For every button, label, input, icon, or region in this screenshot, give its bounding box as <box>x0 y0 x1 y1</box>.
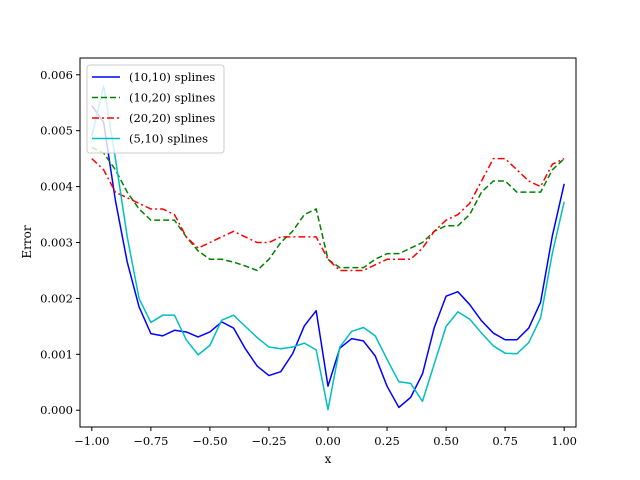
series-line-2 <box>91 146 565 272</box>
x-axis-ticks: −1.00 −0.75 −0.50 −0.25 0.00 0.25 0.50 0.75 1.00 <box>74 427 577 448</box>
y-tick-label: 0.004 <box>40 180 73 194</box>
x-tick-label: 0.75 <box>492 434 518 448</box>
x-tick-label: −0.25 <box>251 434 286 448</box>
legend-label-4: (5,10) splines <box>129 132 208 146</box>
x-tick-label: 1.00 <box>551 434 577 448</box>
y-tick-label: 0.000 <box>40 403 73 417</box>
legend-box <box>86 64 225 154</box>
y-tick-label: 0.002 <box>40 291 73 305</box>
y-tick-label: 0.005 <box>40 124 73 138</box>
y-axis-label: Error <box>20 225 34 258</box>
y-tick-label: 0.006 <box>40 68 73 82</box>
x-tick-label: −0.50 <box>192 434 227 448</box>
x-tick-label: 0.50 <box>433 434 459 448</box>
legend: (10,10) splines (10,20) splines (20,20) sp… <box>86 64 225 154</box>
y-axis-ticks: 0.000 0.001 0.002 0.003 0.004 0.005 0.006 <box>40 68 80 417</box>
x-tick-label: −1.00 <box>74 434 109 448</box>
x-tick-label: 0.00 <box>315 434 341 448</box>
x-axis-label: x <box>325 452 332 466</box>
legend-label-1: (10,10) splines <box>129 70 215 84</box>
legend-label-2: (10,20) splines <box>129 91 215 105</box>
series-line-3 <box>91 157 565 272</box>
x-tick-label: 0.25 <box>374 434 400 448</box>
series-line-1 <box>91 105 565 409</box>
y-tick-label: 0.001 <box>40 347 73 361</box>
x-tick-label: −0.75 <box>133 434 168 448</box>
legend-label-3: (20,20) splines <box>129 111 215 125</box>
series-layer <box>91 85 565 411</box>
y-tick-label: 0.003 <box>40 236 73 250</box>
series-line-4 <box>91 85 565 411</box>
